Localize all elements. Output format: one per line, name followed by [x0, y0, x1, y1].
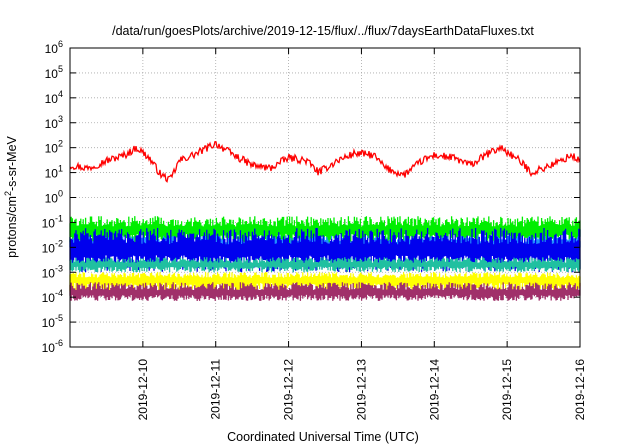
- y-tick-label: 102: [45, 139, 63, 156]
- y-axis-label: protons/cm2-s-sr-MeV: [3, 135, 19, 257]
- y-tick-label: 100: [45, 189, 63, 206]
- x-tick-label: 2019-12-15: [500, 359, 514, 421]
- axis-ticks: [70, 47, 581, 348]
- x-tick-label: 2019-12-10: [136, 359, 150, 421]
- x-tick-label: 2019-12-13: [354, 359, 368, 421]
- y-tick-label: 10-3: [42, 263, 63, 280]
- y-tick-label: 10-4: [42, 288, 63, 305]
- y-axis-label-rest: -s-sr-MeV: [5, 135, 19, 191]
- y-tick-label: 104: [45, 89, 63, 106]
- chart-title: /data/run/goesPlots/archive/2019-12-15/f…: [112, 24, 534, 38]
- x-axis-label: Coordinated Universal Time (UTC): [227, 430, 419, 444]
- y-tick-label: 10-6: [42, 338, 63, 355]
- data-series: [69, 140, 581, 301]
- y-axis-label-base: protons/cm: [5, 196, 19, 258]
- x-tick-label: 2019-12-12: [282, 359, 296, 421]
- y-tick-label: 103: [45, 114, 63, 131]
- y-tick-label: 101: [45, 164, 63, 181]
- grid-lines: [70, 48, 580, 347]
- y-tick-label: 10-1: [42, 213, 63, 230]
- y-tick-label: 10-2: [42, 238, 63, 255]
- y-tick-label: 10-5: [42, 313, 63, 330]
- x-tick-label: 2019-12-14: [427, 359, 441, 421]
- x-tick-labels: 2019-12-10 2019-12-11 2019-12-12 2019-12-13…: [136, 359, 587, 421]
- y-axis-label-sup: 2: [3, 191, 13, 196]
- x-tick-label: 2019-12-11: [209, 359, 223, 420]
- x-tick-label: 2019-12-16: [573, 359, 587, 421]
- y-tick-label: 105: [45, 64, 63, 81]
- y-tick-label: 106: [45, 39, 63, 56]
- y-tick-labels: 10-6 10-5 10-4 10-3 10-2 10-1 100 101 102 103 104 1…: [42, 39, 63, 355]
- flux-line-0: [69, 140, 581, 183]
